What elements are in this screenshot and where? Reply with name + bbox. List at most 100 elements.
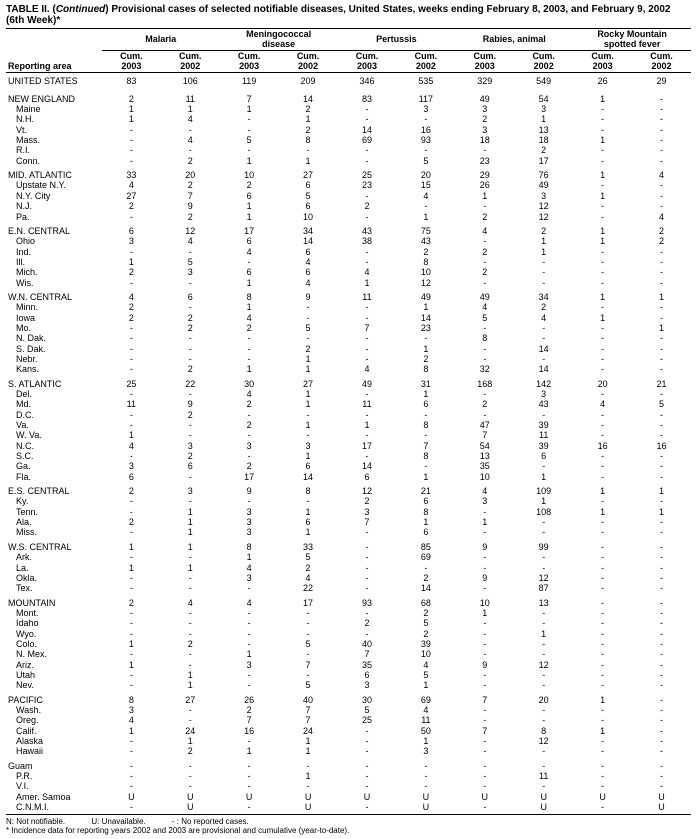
- value-cell: 2: [514, 145, 573, 155]
- value-cell: 2: [102, 313, 161, 323]
- title-part-d: (6th Week)*: [6, 15, 60, 26]
- value-cell: -: [573, 517, 632, 527]
- table-row: Va.--21184739--: [6, 420, 691, 430]
- value-cell: -: [573, 302, 632, 312]
- table-row: W.S. CENTRAL11833-85999--: [6, 538, 691, 552]
- value-cell: -: [161, 629, 220, 639]
- value-cell: -: [514, 705, 573, 715]
- value-cell: 10: [455, 594, 514, 608]
- value-cell: -: [220, 736, 279, 746]
- value-cell: 27: [279, 166, 338, 180]
- value-cell: 1: [632, 288, 691, 302]
- value-cell: -: [632, 618, 691, 628]
- value-cell: -: [573, 267, 632, 277]
- value-cell: 6: [279, 517, 338, 527]
- value-cell: -: [102, 583, 161, 593]
- value-cell: 3: [220, 660, 279, 670]
- value-cell: 43: [338, 222, 397, 236]
- value-cell: -: [455, 670, 514, 680]
- value-cell: 12: [514, 736, 573, 746]
- value-cell: 47: [455, 420, 514, 430]
- value-cell: 4: [279, 573, 338, 583]
- value-cell: -: [632, 583, 691, 593]
- value-cell: -: [573, 629, 632, 639]
- value-cell: 13: [514, 594, 573, 608]
- value-cell: -: [338, 302, 397, 312]
- value-cell: -: [279, 781, 338, 791]
- value-cell: 4: [573, 399, 632, 409]
- value-cell: 17: [220, 222, 279, 236]
- value-cell: 1: [279, 114, 338, 124]
- value-cell: -: [338, 608, 397, 618]
- value-cell: -: [102, 649, 161, 659]
- value-cell: 9: [220, 482, 279, 496]
- value-cell: 11: [514, 771, 573, 781]
- value-cell: 6: [279, 267, 338, 277]
- value-cell: -: [632, 104, 691, 114]
- value-cell: 49: [514, 180, 573, 190]
- table-row: Tex.---22-14-87--: [6, 583, 691, 593]
- area-cell: W. Va.: [6, 430, 102, 440]
- value-cell: 8: [514, 726, 573, 736]
- value-cell: -: [396, 410, 455, 420]
- value-cell: -: [338, 781, 397, 791]
- table-row: Ala.2136711---: [6, 517, 691, 527]
- value-cell: 2: [220, 399, 279, 409]
- value-cell: 1: [573, 236, 632, 246]
- table-row: Kans.-211483214--: [6, 364, 691, 374]
- value-cell: 1: [102, 538, 161, 552]
- value-cell: 20: [514, 691, 573, 705]
- value-cell: 8: [220, 538, 279, 552]
- value-cell: -: [514, 649, 573, 659]
- value-cell: 1: [396, 736, 455, 746]
- value-cell: 49: [396, 288, 455, 302]
- value-cell: 12: [514, 212, 573, 222]
- value-cell: 1: [455, 608, 514, 618]
- value-cell: -: [279, 302, 338, 312]
- value-cell: -: [338, 333, 397, 343]
- value-cell: -: [573, 736, 632, 746]
- value-cell: U: [338, 792, 397, 802]
- value-cell: 40: [279, 691, 338, 705]
- value-cell: 1: [514, 247, 573, 257]
- area-cell: Vt.: [6, 125, 102, 135]
- value-cell: -: [396, 145, 455, 155]
- value-cell: -: [161, 389, 220, 399]
- value-cell: 2: [102, 302, 161, 312]
- table-row: Hawaii-211-3----: [6, 746, 691, 756]
- value-cell: 4: [220, 389, 279, 399]
- value-cell: 17: [279, 594, 338, 608]
- value-cell: -: [102, 629, 161, 639]
- value-cell: 12: [161, 222, 220, 236]
- table-row: Ohio346143843-112: [6, 236, 691, 246]
- area-cell: S. ATLANTIC: [6, 375, 102, 389]
- value-cell: -: [338, 354, 397, 364]
- value-cell: -: [514, 257, 573, 267]
- value-cell: 1: [220, 212, 279, 222]
- value-cell: -: [220, 639, 279, 649]
- value-cell: -: [161, 771, 220, 781]
- value-cell: -: [338, 802, 397, 815]
- value-cell: 2: [455, 267, 514, 277]
- value-cell: 25: [102, 375, 161, 389]
- value-cell: 11: [102, 399, 161, 409]
- value-cell: -: [338, 552, 397, 562]
- disease-header: Meningococcaldisease: [220, 29, 338, 51]
- value-cell: -: [102, 781, 161, 791]
- value-cell: -: [161, 472, 220, 482]
- value-cell: -: [632, 156, 691, 166]
- value-cell: -: [455, 781, 514, 791]
- area-cell: Calif.: [6, 726, 102, 736]
- value-cell: -: [573, 278, 632, 288]
- table-row: Minn.2-1--142--: [6, 302, 691, 312]
- value-cell: 1: [102, 660, 161, 670]
- value-cell: U: [455, 792, 514, 802]
- value-cell: 2: [161, 323, 220, 333]
- value-cell: 7: [338, 517, 397, 527]
- value-cell: 9: [455, 573, 514, 583]
- value-cell: 4: [220, 247, 279, 257]
- value-cell: 15: [396, 180, 455, 190]
- value-cell: 14: [514, 344, 573, 354]
- value-cell: 14: [514, 364, 573, 374]
- value-cell: 3: [514, 104, 573, 114]
